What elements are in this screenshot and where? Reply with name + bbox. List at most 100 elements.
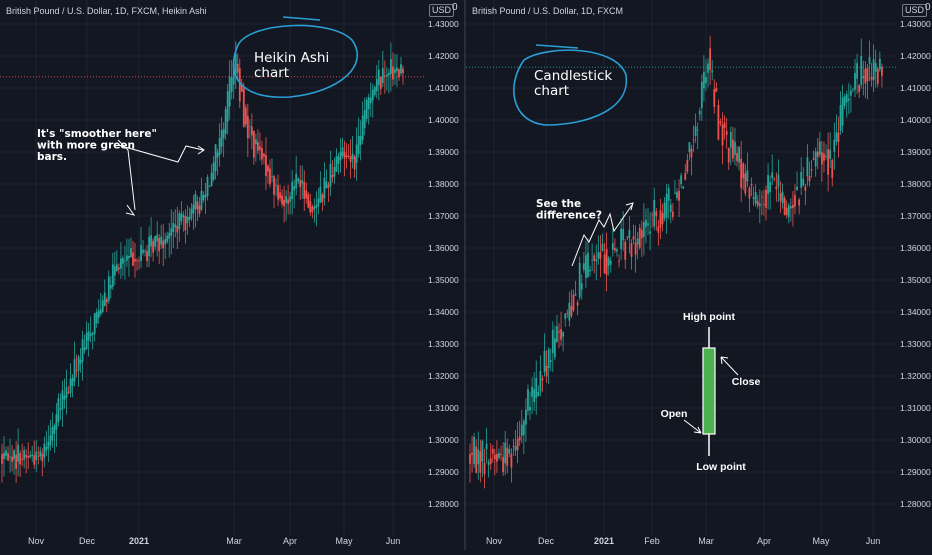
candle-body-143 (289, 196, 292, 202)
candle-body-162 (804, 186, 807, 191)
left-currency-badge[interactable]: USD (429, 4, 455, 17)
candle-body-111 (224, 109, 227, 134)
candle-body-142 (763, 204, 765, 206)
candle-body-73 (620, 228, 623, 250)
candle-body-130 (738, 146, 740, 163)
candle-body-115 (232, 63, 235, 85)
candle-body-161 (802, 178, 805, 186)
x-tick-label-6: Jun (386, 536, 401, 546)
candle-body-8 (485, 443, 488, 450)
candle-body-117 (711, 70, 714, 73)
candle-body-1 (471, 452, 473, 455)
candle-body-188 (858, 85, 861, 92)
candle-body-57 (587, 252, 589, 277)
candle-body-194 (870, 76, 873, 80)
candle-body-167 (814, 151, 817, 167)
y-tick-label-4: 1.39000 (900, 147, 931, 157)
candle-body-61 (595, 259, 598, 262)
candle-body-72 (618, 260, 620, 262)
candle-body-139 (756, 201, 759, 206)
candle-body-41 (553, 338, 556, 358)
candle-body-136 (275, 184, 277, 186)
candle-body-160 (800, 172, 803, 188)
candle-body-145 (293, 186, 296, 191)
candle-body-54 (580, 283, 583, 290)
candle-body-50 (572, 294, 575, 311)
y-tick-label-12: 1.31000 (900, 403, 931, 413)
candle-body-91 (657, 226, 660, 233)
candle-body-151 (305, 190, 308, 199)
candle-body-93 (661, 213, 664, 225)
candle-body-70 (142, 249, 144, 253)
candle-body-162 (327, 184, 330, 188)
candle-body-22 (45, 446, 48, 451)
candle-body-126 (729, 132, 732, 148)
candle-body-20 (41, 453, 44, 462)
candle-body-31 (63, 395, 66, 400)
candle-body-27 (55, 414, 58, 430)
candle-body-13 (27, 456, 30, 458)
candle-body-75 (152, 240, 155, 253)
candle-body-169 (818, 141, 821, 155)
x-tick-label-6: May (812, 536, 830, 546)
candle-body-106 (688, 142, 691, 153)
candle-body-28 (527, 389, 529, 412)
candlestick-chart[interactable]: 1.43000 1.42000 1.41000 1.40000 1.39000 1.380… (466, 0, 932, 550)
right-chart-title: British Pound / U.S. Dollar, 1D, FXCM (472, 6, 624, 16)
candle-body-128 (734, 141, 736, 155)
candle-body-55 (582, 263, 585, 270)
candle-body-180 (363, 110, 366, 128)
candle-body-32 (535, 377, 538, 399)
heikin-ashi-chart[interactable]: 1.43000 1.42000 1.41000 1.40000 1.39000 1.380… (0, 0, 466, 550)
candle-body-78 (158, 238, 161, 252)
candle-body-24 (518, 436, 521, 441)
candle-body-134 (746, 170, 749, 182)
candle-body-61 (124, 260, 126, 262)
candle-body-111 (698, 110, 701, 115)
candle-body-174 (829, 149, 832, 159)
candle-body-71 (616, 249, 618, 252)
candle-body-65 (603, 254, 606, 274)
demo-candle-body (702, 347, 716, 435)
difference-note-line-0: See the (536, 198, 581, 210)
candle-body-110 (222, 129, 225, 139)
candle-body-92 (659, 210, 662, 228)
candle-body-71 (144, 250, 146, 252)
candle-body-4 (9, 456, 11, 458)
candle-body-164 (808, 176, 811, 182)
candle-body-164 (331, 174, 334, 178)
candle-body-17 (504, 442, 507, 464)
y-tick-label-3: 1.40000 (900, 115, 931, 125)
candle-body-6 (481, 440, 484, 462)
candle-body-59 (591, 259, 594, 261)
candle-body-151 (781, 191, 784, 204)
candle-body-4 (477, 449, 480, 465)
candle-body-126 (254, 139, 257, 145)
candle-body-35 (541, 378, 544, 381)
candle-body-148 (299, 179, 302, 188)
candle-body-66 (134, 259, 136, 262)
candle-body-49 (99, 309, 102, 315)
candle-body-52 (105, 299, 108, 303)
candle-body-82 (638, 227, 641, 248)
candle-body-163 (329, 163, 332, 187)
candle-body-175 (353, 156, 356, 170)
candlestick-circle-annotation (513, 44, 628, 126)
right-currency-badge[interactable]: USD (902, 4, 928, 17)
candle-body-102 (680, 175, 683, 185)
candle-body-19 (508, 449, 511, 454)
candle-body-66 (605, 248, 608, 276)
candle-body-48 (568, 302, 571, 321)
x-tick-label-1: Dec (79, 536, 96, 546)
candle-body-186 (375, 79, 378, 92)
candle-body-96 (667, 187, 670, 201)
candle-body-173 (349, 156, 352, 162)
candle-body-137 (752, 197, 755, 199)
candle-body-117 (236, 63, 239, 73)
candle-body-157 (317, 198, 320, 207)
candle-body-160 (323, 177, 326, 199)
candle-body-23 (516, 438, 519, 451)
candle-body-18 (506, 447, 509, 466)
candle-body-131 (265, 155, 267, 177)
candle-body-122 (246, 115, 249, 139)
